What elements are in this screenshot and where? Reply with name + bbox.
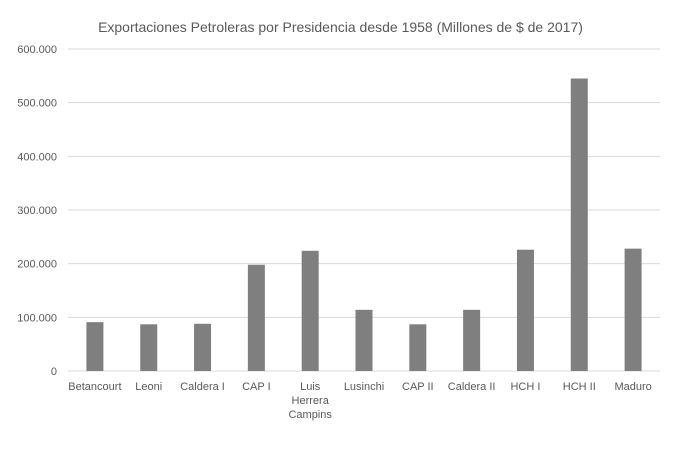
chart-title: Exportaciones Petroleras por Presidencia… xyxy=(98,19,583,35)
chart-frame: Exportaciones Petroleras por Presidencia… xyxy=(17,19,660,421)
bar-chart: 0 100.000 200.000 300.000 400.000 500.000 600.… xyxy=(17,44,660,421)
x-category-label: CAP I xyxy=(242,381,271,393)
bar xyxy=(301,250,319,371)
bar xyxy=(355,309,373,371)
bar xyxy=(247,264,265,371)
x-category-label: Caldera II xyxy=(448,381,496,393)
cut-off-text-line xyxy=(0,436,681,450)
y-tick-label: 0 xyxy=(51,366,57,378)
bar xyxy=(570,78,588,372)
y-tick-label: 200.000 xyxy=(17,259,57,271)
x-category-label: HCH I xyxy=(510,381,540,393)
x-category-label: Luis Herrera Campins xyxy=(288,381,332,421)
y-tick-label: 400.000 xyxy=(17,151,57,163)
x-category-label: HCH II xyxy=(563,381,596,393)
bar xyxy=(140,324,158,371)
bar xyxy=(463,309,481,371)
bar xyxy=(194,323,212,371)
x-category-label: Lusinchi xyxy=(344,381,384,393)
x-axis-category-labels: Betancourt Leoni Caldera I CAP I Luis Herrera… xyxy=(68,381,651,421)
x-category-label: CAP II xyxy=(402,381,434,393)
y-tick-label: 300.000 xyxy=(17,205,57,217)
y-axis-tick-labels: 0 100.000 200.000 300.000 400.000 500.000 600.… xyxy=(17,44,57,378)
x-category-label: Maduro xyxy=(614,381,651,393)
bars xyxy=(86,78,642,372)
bar xyxy=(624,248,642,371)
x-category-label: Betancourt xyxy=(68,381,121,393)
bar xyxy=(86,322,104,371)
y-tick-label: 100.000 xyxy=(17,312,57,324)
x-category-label: Leoni xyxy=(135,381,162,393)
bar xyxy=(409,324,427,371)
y-tick-label: 500.000 xyxy=(17,98,57,110)
y-tick-label: 600.000 xyxy=(17,44,57,56)
x-category-label: Caldera I xyxy=(180,381,225,393)
bar xyxy=(516,249,534,371)
